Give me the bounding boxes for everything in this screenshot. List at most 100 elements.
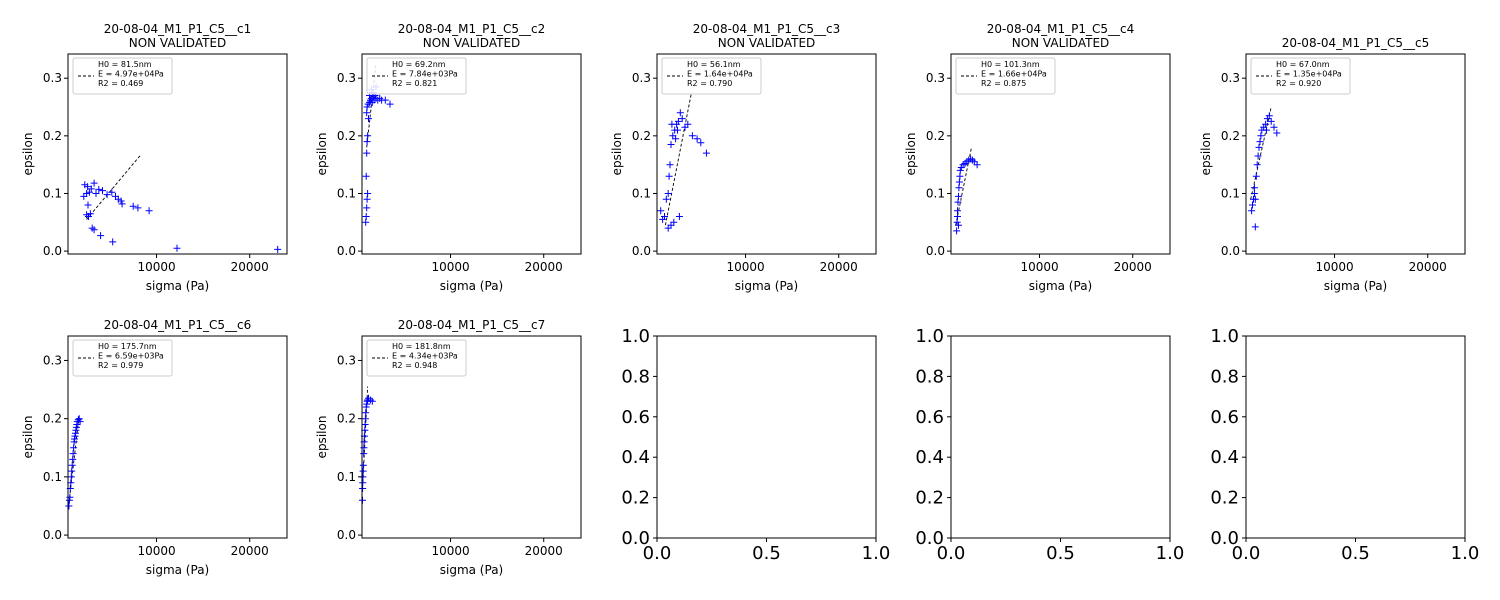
data-point — [954, 207, 961, 215]
y-axis-label: epsilon — [904, 133, 918, 176]
data-point — [1255, 143, 1263, 151]
data-point — [365, 115, 372, 123]
data-point — [955, 192, 962, 200]
data-point — [1253, 161, 1261, 169]
legend-line: R2 = 0.948 — [392, 361, 437, 370]
legend-line: R2 = 0.790 — [687, 79, 732, 88]
y-tick-label: 1.0 — [1210, 326, 1239, 347]
axes-frame — [361, 335, 582, 539]
subplot-10: 0.0 0.5 1.0 0.0 0.2 0.4 0.6 0.8 1.0 — [1210, 326, 1479, 564]
data-point — [955, 221, 962, 229]
axes-frame — [656, 335, 877, 539]
data-point — [362, 172, 370, 180]
data-point — [688, 132, 696, 140]
x-axis-label: sigma (Pa) — [146, 563, 209, 577]
y-axis-label: epsilon — [610, 133, 624, 176]
data-point — [86, 210, 94, 218]
y-tick-label: 0.2 — [337, 412, 356, 426]
data-point — [702, 149, 710, 157]
legend-line: R2 = 0.920 — [1276, 79, 1321, 88]
subplot-title: 20-08-04_M1_P1_C5__c6 — [104, 318, 252, 332]
subplot-title: 20-08-04_M1_P1_C5__c7 — [398, 318, 546, 332]
data-point — [109, 238, 117, 246]
data-point — [97, 232, 105, 240]
data-point — [672, 135, 680, 143]
axes-frame — [950, 335, 1171, 539]
y-tick-label: 0.3 — [926, 71, 945, 85]
x-tick-label: 20000 — [1409, 260, 1447, 274]
y-tick-label: 0.1 — [926, 186, 945, 200]
axes-frame — [67, 335, 288, 539]
x-tick-label: 10000 — [431, 260, 469, 274]
data-point — [90, 179, 98, 187]
x-axis-label: sigma (Pa) — [1324, 279, 1387, 293]
data-point — [117, 197, 125, 205]
legend-line: E = 1.66e+04Pa — [981, 70, 1047, 79]
legend-line: E = 4.34e+03Pa — [392, 352, 458, 361]
subplot-title: 20-08-04_M1_P1_C5__c5 — [1282, 36, 1430, 50]
y-tick-label: 0.2 — [915, 488, 944, 509]
fit-line — [664, 92, 692, 226]
fit-line — [86, 154, 142, 220]
y-tick-label: 0.0 — [1221, 244, 1240, 258]
x-tick-label: 20000 — [525, 544, 563, 558]
subplot-7: 10000 20000 0.0 0.1 0.2 0.3 20-08-04_M1_P1_C5_… — [315, 318, 582, 577]
x-tick-label: 1.0 — [1156, 543, 1185, 564]
data-point — [1251, 223, 1259, 231]
legend-line: H0 = 81.5nm — [98, 60, 152, 69]
data-point — [103, 191, 111, 199]
x-tick-label: 20000 — [231, 544, 269, 558]
legend-line: H0 = 56.1nm — [687, 60, 741, 69]
y-axis-label: epsilon — [315, 133, 329, 176]
y-tick-label: 0.2 — [632, 129, 651, 143]
data-point — [88, 224, 96, 232]
y-tick-label: 0.4 — [621, 447, 650, 468]
data-point — [364, 132, 372, 140]
y-tick-label: 0.8 — [915, 366, 944, 387]
data-point — [675, 213, 683, 220]
data-point — [676, 109, 684, 117]
data-point — [92, 190, 100, 197]
y-tick-label: 0.0 — [926, 244, 945, 258]
subplot-9: 0.0 0.5 1.0 0.0 0.2 0.4 0.6 0.8 1.0 — [915, 326, 1184, 564]
axes-frame — [1245, 335, 1466, 539]
x-tick-label: 1.0 — [1451, 543, 1480, 564]
data-point — [1252, 172, 1260, 180]
y-tick-label: 0.6 — [915, 407, 944, 428]
y-tick-label: 0.1 — [632, 186, 651, 200]
data-point — [968, 156, 976, 164]
data-point — [662, 195, 670, 203]
axes-frame — [67, 53, 288, 255]
data-point — [665, 172, 673, 180]
y-tick-label: 0.0 — [43, 244, 62, 258]
data-point — [1263, 126, 1270, 134]
legend-line: H0 = 181.8nm — [392, 342, 451, 351]
data-point — [363, 103, 371, 111]
y-tick-label: 0.1 — [1221, 186, 1240, 200]
subplot-title: 20-08-04_M1_P1_C5__c1 — [104, 22, 252, 36]
x-tick-label: 20000 — [525, 260, 563, 274]
y-axis-label: epsilon — [21, 133, 35, 176]
x-tick-label: 10000 — [137, 260, 175, 274]
y-tick-label: 0.6 — [621, 407, 650, 428]
data-point — [381, 96, 389, 104]
y-tick-label: 0.0 — [337, 244, 356, 258]
y-tick-label: 0.3 — [337, 353, 356, 367]
y-tick-label: 0.2 — [926, 129, 945, 143]
subplot-subtitle: NON VALIDATED — [423, 36, 521, 50]
x-tick-label: 10000 — [137, 544, 175, 558]
data-point — [95, 185, 103, 193]
x-tick-label: 10000 — [726, 260, 764, 274]
y-tick-label: 0.2 — [43, 412, 62, 426]
legend-line: E = 4.97e+04Pa — [98, 70, 164, 79]
y-tick-label: 0.8 — [621, 366, 650, 387]
y-tick-label: 0.3 — [1221, 71, 1240, 85]
y-tick-label: 0.1 — [43, 470, 62, 484]
y-axis-label: epsilon — [21, 416, 35, 459]
axes-frame — [1245, 53, 1466, 255]
legend-line: E = 1.35e+04Pa — [1276, 70, 1342, 79]
legend-box — [366, 339, 467, 377]
